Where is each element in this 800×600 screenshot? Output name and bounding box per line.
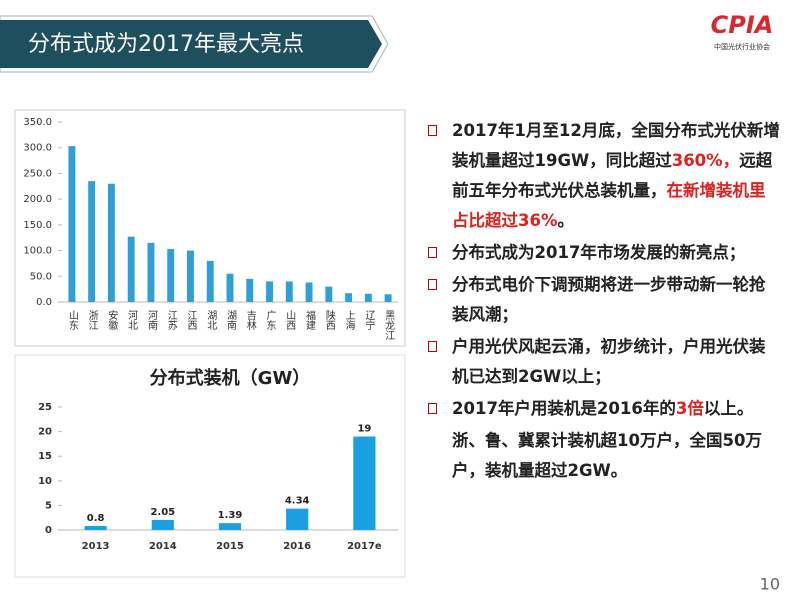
data-label: 2.05 bbox=[150, 507, 175, 518]
text-item: 分布式成为2017年市场发展的新亮点； bbox=[428, 238, 780, 268]
bar bbox=[187, 250, 194, 302]
bar bbox=[218, 523, 242, 530]
bar bbox=[266, 281, 273, 302]
bullet-marker bbox=[428, 341, 437, 352]
text-item: 户用光伏风起云涌，初步统计，户用光伏装机已达到2GW以上； bbox=[428, 332, 780, 392]
bar bbox=[88, 181, 96, 302]
chart-frame bbox=[14, 354, 406, 578]
x-tick-label: 湖南 bbox=[225, 310, 237, 330]
bar bbox=[127, 236, 135, 302]
bar bbox=[147, 242, 155, 302]
y-tick-label: 0 bbox=[45, 525, 52, 536]
x-tick-label: 广东 bbox=[264, 310, 276, 330]
bar bbox=[107, 183, 115, 302]
x-tick-label: 江西 bbox=[185, 310, 197, 330]
x-tick-label: 2013 bbox=[82, 541, 110, 552]
bar bbox=[286, 508, 309, 530]
y-tick-label: 350.0 bbox=[23, 117, 52, 128]
bar bbox=[167, 249, 175, 302]
x-tick-label: 2016 bbox=[283, 541, 311, 552]
y-tick-label: 300.0 bbox=[23, 143, 52, 154]
bar bbox=[345, 293, 353, 302]
x-tick-label: 2017e bbox=[347, 541, 382, 552]
x-tick-label: 辽宁 bbox=[363, 310, 375, 330]
y-tick-label: 5 bbox=[45, 500, 52, 511]
y-tick-label: 50.0 bbox=[30, 271, 52, 282]
bar bbox=[305, 282, 313, 302]
x-tick-label: 陕西 bbox=[323, 309, 335, 330]
bullet-marker bbox=[428, 247, 437, 258]
y-tick-label: 250.0 bbox=[23, 168, 52, 179]
text-segment: 远超前五年分布式光伏总装机量， bbox=[452, 151, 773, 200]
y-tick-label: 10 bbox=[38, 476, 52, 487]
bar bbox=[206, 260, 214, 302]
page-number: 10 bbox=[760, 575, 780, 594]
bullet-marker bbox=[428, 125, 437, 136]
text-segment: 户用光伏风起云涌，初步统计，户用光伏装机已达到2GW以上； bbox=[452, 337, 766, 386]
x-tick-label: 河南 bbox=[145, 310, 157, 330]
x-tick-label: 浙江 bbox=[86, 310, 98, 330]
text-item: 2017年1月至12月底，全国分布式光伏新增装机量超过19GW，同比超过360%… bbox=[428, 116, 780, 236]
chart-title: 分布式装机（GW） bbox=[150, 367, 311, 389]
bar bbox=[325, 286, 333, 302]
x-tick-label: 山东 bbox=[66, 310, 78, 330]
emphasis-text: 360%， bbox=[671, 151, 740, 170]
text-item: 浙、鲁、冀累计装机超10万户，全国50万户，装机量超过2GW。 bbox=[428, 426, 780, 486]
bar bbox=[151, 519, 174, 530]
bar bbox=[246, 278, 254, 302]
text-item: 2017年户用装机是2016年的3倍以上。 bbox=[428, 394, 780, 424]
bar bbox=[68, 146, 76, 302]
y-tick-label: 0.0 bbox=[36, 297, 52, 308]
y-tick-label: 25 bbox=[38, 402, 52, 413]
bar bbox=[384, 294, 392, 302]
data-label: 4.34 bbox=[285, 496, 310, 507]
y-tick-label: 200.0 bbox=[23, 194, 52, 205]
x-tick-label: 2014 bbox=[149, 541, 177, 552]
header-bar bbox=[0, 20, 382, 68]
text-block: 2017年1月至12月底，全国分布式光伏新增装机量超过19GW，同比超过360%… bbox=[428, 116, 780, 488]
data-label: 1.39 bbox=[218, 510, 243, 521]
bar bbox=[353, 436, 376, 530]
x-tick-label: 湖北 bbox=[205, 310, 217, 330]
x-tick-label: 福建 bbox=[304, 309, 316, 330]
text-segment: 以上。 bbox=[703, 399, 754, 418]
text-segment: 2017年户用装机是2016年的 bbox=[452, 399, 676, 418]
x-tick-label: 吉林 bbox=[244, 310, 256, 331]
data-label: 19 bbox=[357, 424, 371, 435]
emphasis-text: 在新增装机里占比超过36% bbox=[452, 181, 766, 230]
y-tick-label: 15 bbox=[38, 451, 52, 462]
bar bbox=[226, 273, 234, 302]
text-segment: 浙、鲁、冀累计装机超10万户，全国50万户，装机量超过2GW。 bbox=[452, 431, 762, 480]
bar bbox=[84, 526, 107, 530]
text-segment: 分布式电价下调预期将进一步带动新一轮抢装风潮； bbox=[452, 275, 766, 324]
header-title: 分布式成为2017年最大亮点 bbox=[28, 32, 304, 57]
x-tick-label: 山西 bbox=[284, 310, 296, 330]
bar bbox=[364, 293, 372, 302]
text-segment: 分布式成为2017年市场发展的新亮点； bbox=[452, 243, 746, 262]
x-tick-label: 2015 bbox=[216, 541, 244, 552]
emphasis-text: 3倍 bbox=[675, 399, 704, 418]
x-tick-label: 安徽 bbox=[106, 309, 118, 331]
x-tick-label: 河北 bbox=[126, 310, 138, 330]
bullet-marker bbox=[428, 403, 437, 414]
data-label: 0.8 bbox=[87, 513, 105, 524]
text-item: 分布式电价下调预期将进一步带动新一轮抢装风潮； bbox=[428, 270, 780, 330]
text-segment: 。 bbox=[557, 211, 575, 230]
logo: CPIA bbox=[711, 11, 774, 39]
x-tick-label: 上海 bbox=[343, 310, 355, 331]
chart-frame bbox=[14, 109, 406, 347]
y-tick-label: 150.0 bbox=[23, 220, 52, 231]
bar bbox=[285, 281, 293, 302]
y-tick-label: 20 bbox=[38, 427, 52, 438]
x-tick-label: 江苏 bbox=[165, 310, 177, 331]
y-tick-label: 100.0 bbox=[23, 246, 52, 257]
text-segment: 2017年1月至12月底，全国分布式光伏新增装机量超过19GW，同比超过 bbox=[452, 121, 780, 170]
x-tick-label: 黑龙江 bbox=[383, 310, 395, 340]
bullet-marker bbox=[428, 279, 437, 290]
logo-subtitle: 中国光伏行业协会 bbox=[714, 42, 770, 51]
